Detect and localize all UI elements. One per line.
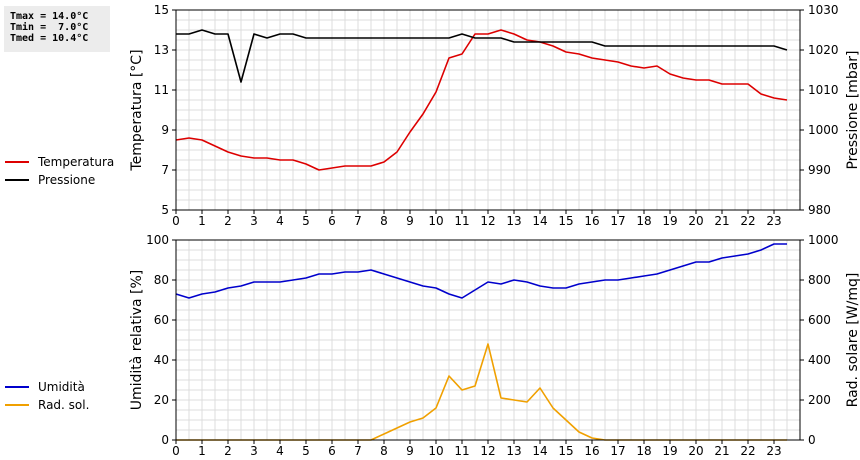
grid <box>176 240 800 440</box>
legend-label: Temperatura <box>37 155 114 169</box>
series-line-1-2 <box>176 29 788 83</box>
y-tick-label: 13 <box>154 43 169 57</box>
x-tick-label: 16 <box>584 214 599 228</box>
y-tick-label: 7 <box>161 163 169 177</box>
x-tick-label: 5 <box>302 214 310 228</box>
y-tick-label: 0 <box>161 433 169 447</box>
x-tick-label: 13 <box>506 444 521 458</box>
grid <box>176 10 800 210</box>
x-tick-label: 9 <box>406 444 414 458</box>
stats-tmax: Tmax = 14.0°C <box>10 11 89 22</box>
y-tick-label: 60 <box>154 313 169 327</box>
series-line-2-1 <box>175 243 787 299</box>
x-tick-label: 2 <box>224 444 232 458</box>
x-tick-label: 1 <box>198 444 206 458</box>
x-tick-label: 14 <box>532 214 547 228</box>
legend-label: Umidità <box>38 380 85 394</box>
x-tick-label: 0 <box>172 444 180 458</box>
y2-tick-label: 1000 <box>808 123 839 137</box>
x-tick-label: 14 <box>532 444 547 458</box>
x-tick-label: 5 <box>302 444 310 458</box>
x-tick-label: 10 <box>428 444 443 458</box>
x-tick-label: 8 <box>380 444 388 458</box>
x-tick-label: 21 <box>714 444 729 458</box>
x-tick-label: 12 <box>480 444 495 458</box>
series-line-1-1 <box>175 29 788 171</box>
x-tick-label: 11 <box>454 444 469 458</box>
x-tick-label: 19 <box>662 214 677 228</box>
x-tick-label: 22 <box>740 444 755 458</box>
x-tick-label: 2 <box>224 214 232 228</box>
x-tick-label: 15 <box>558 214 573 228</box>
chart-panel-1: 0 1 2 3 4 5 6 7 8 9 10 11 12 13 14 15 16 17 18 19 20 21 22 2357… <box>5 3 860 228</box>
x-tick-label: 6 <box>328 214 336 228</box>
y2-axis-label: Rad. solare [W/mq] <box>845 273 860 408</box>
x-tick-label: 23 <box>766 214 781 228</box>
x-tick-label: 16 <box>584 444 599 458</box>
y2-tick-label: 980 <box>808 203 831 217</box>
x-tick-label: 20 <box>688 214 703 228</box>
x-tick-label: 7 <box>354 214 362 228</box>
stats-tmed: Tmed = 10.4°C <box>10 33 89 44</box>
x-tick-label: 4 <box>276 444 284 458</box>
y-tick-label: 9 <box>161 123 169 137</box>
y-tick-label: 40 <box>154 353 169 367</box>
x-tick-label: 8 <box>380 214 388 228</box>
stats-box: Tmax = 14.0°C Tmin = 7.0°C Tmed = 10.4°C <box>4 6 110 52</box>
x-tick-label: 4 <box>276 214 284 228</box>
legend-label: Pressione <box>38 173 95 187</box>
stats-tmin: Tmin = 7.0°C <box>10 22 89 33</box>
x-tick-label: 19 <box>662 444 677 458</box>
y2-tick-label: 800 <box>808 273 831 287</box>
x-tick-label: 18 <box>636 444 651 458</box>
series-line-2-2 <box>176 343 787 441</box>
x-tick-label: 20 <box>688 444 703 458</box>
y2-axis-label: Pressione [mbar] <box>845 50 860 169</box>
y-tick-label: 5 <box>161 203 169 217</box>
x-tick-label: 18 <box>636 214 651 228</box>
y2-tick-label: 400 <box>808 353 831 367</box>
x-tick-label: 15 <box>558 444 573 458</box>
x-tick-label: 17 <box>610 214 625 228</box>
x-tick-label: 0 <box>172 214 180 228</box>
y-axis-label: Umidità relativa [%] <box>129 270 145 411</box>
y2-tick-label: 600 <box>808 313 831 327</box>
x-tick-label: 11 <box>454 214 469 228</box>
chart-panel-2: 0 1 2 3 4 5 6 7 8 9 10 11 12 13 14 15 16 17 18 19 20 21 22 2302… <box>5 233 860 458</box>
y2-tick-label: 990 <box>808 163 831 177</box>
y-tick-label: 15 <box>154 3 169 17</box>
y-tick-label: 80 <box>154 273 169 287</box>
x-tick-label: 10 <box>428 214 443 228</box>
x-tick-label: 1 <box>198 214 206 228</box>
y2-tick-label: 1000 <box>808 233 839 247</box>
y2-tick-label: 1030 <box>808 3 839 17</box>
y-tick-label: 20 <box>154 393 169 407</box>
x-tick-label: 7 <box>354 444 362 458</box>
x-tick-label: 22 <box>740 214 755 228</box>
x-tick-label: 13 <box>506 214 521 228</box>
x-tick-label: 23 <box>766 444 781 458</box>
y2-tick-label: 1020 <box>808 43 839 57</box>
x-tick-label: 3 <box>250 444 258 458</box>
x-tick-label: 3 <box>250 214 258 228</box>
x-tick-label: 17 <box>610 444 625 458</box>
x-tick-label: 21 <box>714 214 729 228</box>
y2-tick-label: 1010 <box>808 83 839 97</box>
y2-tick-label: 0 <box>808 433 816 447</box>
y2-tick-label: 200 <box>808 393 831 407</box>
y-tick-label: 11 <box>154 83 169 97</box>
legend-label: Rad. sol. <box>38 398 89 412</box>
x-tick-label: 12 <box>480 214 495 228</box>
y-axis-label: Temperatura [°C] <box>129 49 145 171</box>
y-tick-label: 100 <box>146 233 169 247</box>
x-tick-label: 6 <box>328 444 336 458</box>
x-tick-label: 9 <box>406 214 414 228</box>
